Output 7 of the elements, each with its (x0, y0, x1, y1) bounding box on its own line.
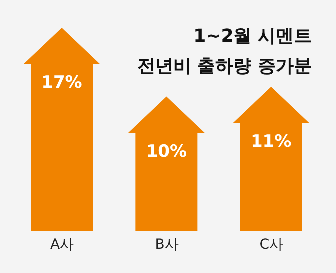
x-tick-label: B사 (155, 236, 179, 253)
x-tick-label: C사 (260, 236, 284, 253)
data-label: 10% (146, 142, 188, 162)
data-label: 17% (42, 73, 82, 93)
data-label: 11% (250, 132, 292, 152)
x-tick-label: A사 (50, 236, 74, 253)
chart-title: 1~2월 시멘트 전년비 출하량 증가분 (137, 25, 312, 79)
